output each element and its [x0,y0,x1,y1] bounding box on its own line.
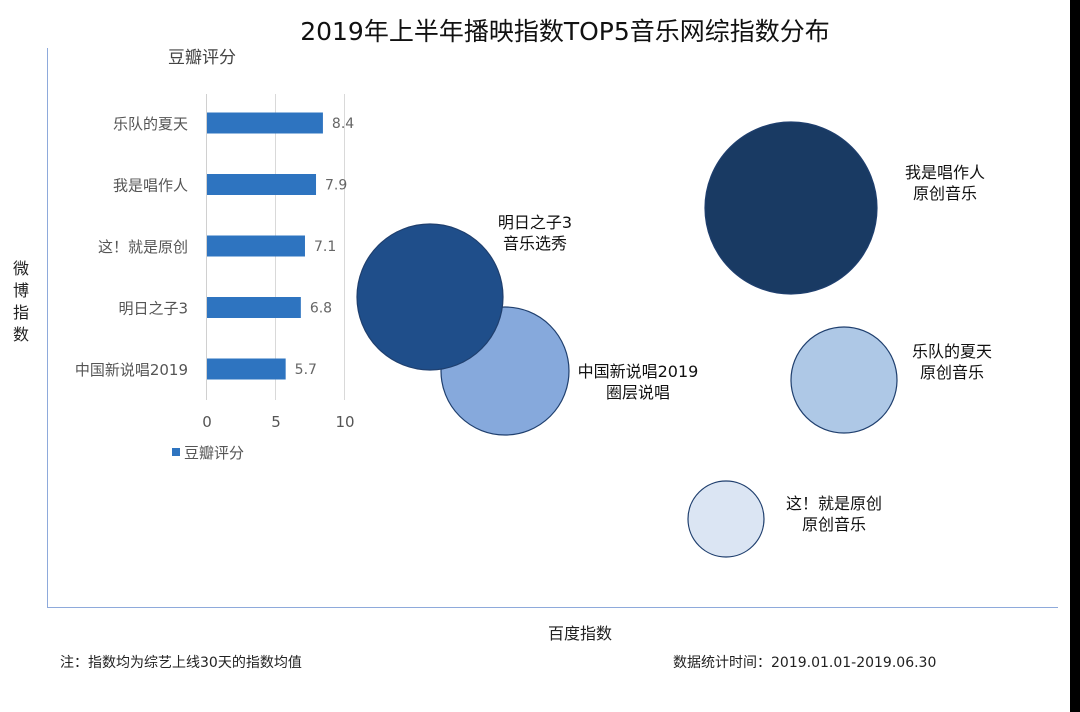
bubble-category-label: 原创音乐 [920,363,984,382]
bubble-name-label: 明日之子3 [498,213,572,232]
bar-category-label: 中国新说唱2019 [75,361,188,379]
y-axis-label: 微博指数 [12,259,29,344]
bubble-category-label: 音乐选秀 [503,234,567,253]
bubble-name-label: 乐队的夏天 [912,342,992,361]
bar-x-tick-label: 5 [271,413,281,431]
bubble [704,121,878,295]
bubble [790,326,898,434]
bar-category-label: 明日之子3 [118,300,188,318]
bubble [356,223,504,371]
bubble-category-label: 圈层说唱 [606,383,670,402]
bubble-category-label: 原创音乐 [913,184,977,203]
bar [207,358,286,380]
bar-value-label: 8.4 [332,116,354,132]
bar [207,112,323,134]
bar [207,174,317,195]
bubble-name-label: 我是唱作人 [905,163,985,182]
legend-label: 豆瓣评分 [184,444,244,462]
bar-chart-title: 豆瓣评分 [168,48,236,68]
bar-x-tick-label: 10 [335,413,354,431]
bubble-name-label: 中国新说唱2019 [578,362,699,381]
bar-category-label: 这！就是原创 [98,238,188,256]
bar-value-label: 6.8 [310,301,332,317]
bar [207,297,301,318]
legend-swatch [172,448,180,456]
x-axis-label: 百度指数 [548,624,613,643]
bar-value-label: 7.1 [314,239,336,255]
bar-x-tick-label: 0 [202,413,212,431]
bubble-name-label: 这！就是原创 [786,494,882,513]
chart-title: 2019年上半年播映指数TOP5音乐网综指数分布 [300,17,830,46]
douban-bar-chart: 豆瓣评分 乐队的夏天 8.4 我是唱作人 7.9 这！就是原创 7.1 明日之子3 6.8 中国… [75,48,355,462]
bar-category-label: 我是唱作人 [113,177,188,195]
bubble-category-label: 原创音乐 [802,515,866,534]
bar-category-label: 乐队的夏天 [113,115,188,133]
bar-value-label: 5.7 [295,362,317,378]
date-range-note: 数据统计时间：2019.01.01-2019.06.30 [673,655,937,671]
right-edge-bar [1070,0,1080,712]
bar-value-label: 7.9 [325,178,347,194]
footnote: 注：指数均为综艺上线30天的指数均值 [60,655,302,671]
bubble [687,480,765,558]
bar [207,235,305,257]
